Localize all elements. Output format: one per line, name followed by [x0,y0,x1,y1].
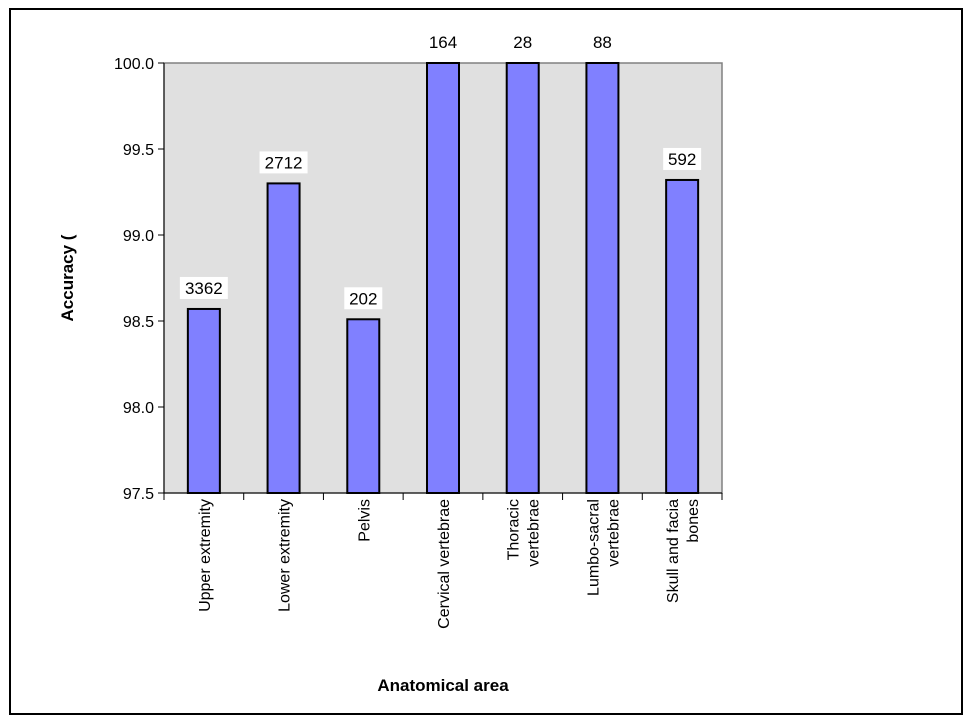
category-labels-group: Upper extremity Lower extremity Pelvis Cerv… [197,499,702,629]
category-label: Skull and facia bones [665,499,702,603]
data-label: 202 [349,289,377,308]
category-label-line: Lumbo-sacral [585,499,602,596]
bar [346,318,381,494]
category-label-line: Cervical vertebrae [436,499,453,629]
data-label-background [344,287,383,310]
category-label-line: Thoracic [506,499,523,560]
bar [505,62,540,494]
data-label: 592 [668,150,696,169]
data-label: 2712 [265,153,303,172]
category-label: Thoracic vertebrae [506,499,543,567]
data-label-background [508,31,537,53]
category-label-line: Lower extremity [277,499,294,612]
y-tick-label: 97.5 [123,486,154,503]
data-label-background [424,31,462,53]
x-axis-title: Anatomical area [377,676,509,695]
data-label: 28 [513,33,532,52]
data-label-background [588,31,617,53]
data-label: 164 [429,33,457,52]
bar [426,62,460,494]
category-label-line: Upper extremity [197,499,214,612]
category-label: Lumbo-sacral vertebrae [585,499,622,596]
x-ticks-group [163,493,723,500]
data-label-background [259,151,308,174]
data-label: 88 [593,33,612,52]
data-label: 3362 [185,279,223,298]
bar [585,62,620,494]
bar [665,178,700,495]
category-label-line: bones [685,499,702,543]
y-tick-label: 98.5 [123,314,154,331]
y-tick-label: 99.0 [123,228,154,245]
bars-group [186,62,700,495]
bar-chart: 97.5 98.0 98.5 99.0 99.5 100.0 3362 2712 202 164… [58,31,723,695]
category-label-line: vertebrae [605,499,622,567]
bar [186,307,221,494]
category-label: Upper extremity [197,499,214,612]
category-label: Cervical vertebrae [436,499,453,629]
category-label: Lower extremity [277,499,294,612]
y-tick-label: 100.0 [114,56,154,73]
data-label-background [663,147,702,170]
bar [266,182,301,494]
chart-frame: 97.5 98.0 98.5 99.0 99.5 100.0 3362 2712 202 164… [9,8,963,715]
category-label-line: Pelvis [356,499,373,542]
category-label-line: Skull and facia [665,499,682,603]
data-labels-group: 3362 2712 202 164 28 88 592 [179,31,702,310]
category-label-line: vertebrae [526,499,543,567]
y-ticks-group: 97.5 98.0 98.5 99.0 99.5 100.0 [114,56,164,503]
y-tick-label: 98.0 [123,400,154,417]
y-axis-title: Accuracy ( [58,234,77,321]
category-label: Pelvis [356,499,373,542]
data-label-background [179,276,228,299]
y-tick-label: 99.5 [123,142,154,159]
